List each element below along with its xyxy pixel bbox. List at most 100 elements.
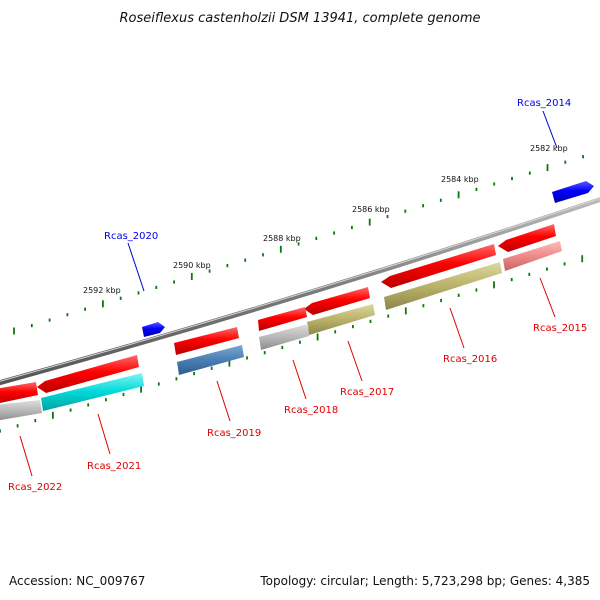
- leader-line: [19, 435, 33, 477]
- scale-minor-tick: [510, 278, 513, 282]
- scale-minor-tick: [387, 314, 390, 318]
- scale-major-tick: [13, 327, 15, 335]
- scale-major-tick: [140, 385, 142, 393]
- leader-line: [542, 110, 558, 149]
- scale-minor-tick: [404, 209, 407, 213]
- accession-text: Accession: NC_009767: [9, 574, 146, 588]
- scale-minor-tick: [137, 291, 140, 295]
- leader-line: [449, 307, 465, 349]
- tick-label: 2586 kbp: [352, 205, 390, 214]
- scale-minor-tick: [175, 377, 178, 381]
- scale-minor-tick: [528, 272, 531, 276]
- scale-minor-tick: [457, 293, 460, 297]
- tick-label: 2582 kbp: [530, 144, 568, 153]
- scale-minor-tick: [246, 356, 248, 360]
- gene-arrow-rcas-2014[interactable]: [552, 181, 594, 203]
- gene-arrow-rcas-2020[interactable]: [142, 322, 165, 337]
- scale-minor-tick: [297, 242, 300, 246]
- scale-minor-tick: [511, 176, 513, 181]
- scale-minor-tick: [351, 225, 353, 230]
- feature-band-steel: [177, 345, 244, 375]
- scale-minor-tick: [333, 231, 335, 235]
- map-title: Roseiflexus castenholzii DSM 13941, comp…: [120, 11, 481, 26]
- scale-minor-tick: [84, 307, 86, 311]
- feature-band-olive: [307, 304, 375, 335]
- scale-major-tick: [457, 191, 460, 199]
- outer-scale: [13, 155, 584, 335]
- leader-line: [216, 380, 231, 422]
- scale-major-tick: [546, 164, 549, 172]
- scale-minor-tick: [475, 288, 478, 292]
- feature-band-cyan: [41, 373, 144, 411]
- scale-minor-tick: [369, 319, 372, 323]
- gene-label-rcas-2015[interactable]: Rcas_2015: [533, 323, 587, 334]
- gene-arrow-rcas-2022[interactable]: [0, 382, 38, 404]
- scale-major-tick: [52, 411, 54, 419]
- scale-major-tick: [190, 273, 193, 280]
- scale-minor-tick: [263, 351, 266, 355]
- scale-minor-tick: [48, 318, 51, 322]
- tick-label: 2590 kbp: [173, 261, 211, 270]
- scale-minor-tick: [564, 160, 567, 164]
- scale-minor-tick: [69, 408, 72, 412]
- tick-label: 2584 kbp: [441, 175, 479, 184]
- gene-arrow-rcas-2021[interactable]: [37, 355, 139, 393]
- scale-major-tick: [228, 359, 231, 367]
- gene-arrow-rcas-2019[interactable]: [174, 327, 239, 355]
- scale-minor-tick: [386, 215, 389, 219]
- leader-line: [347, 340, 363, 382]
- scale-major-tick: [102, 300, 104, 308]
- feature-band-grey: [0, 400, 42, 421]
- gene-label-rcas-2021[interactable]: Rcas_2021: [87, 461, 141, 472]
- tick-label: 2592 kbp: [83, 286, 121, 295]
- scale-minor-tick: [315, 236, 318, 240]
- scale-minor-tick: [226, 264, 229, 268]
- tick-label: 2588 kbp: [263, 234, 301, 243]
- leader-line: [127, 242, 145, 292]
- gene-label-rcas-2020[interactable]: Rcas_2020: [104, 231, 158, 242]
- gene-arrow-rcas-2015[interactable]: [498, 224, 556, 252]
- scale-minor-tick: [493, 182, 496, 186]
- scale-minor-tick: [155, 285, 158, 289]
- scale-minor-tick: [173, 280, 175, 284]
- scale-major-tick: [493, 281, 495, 289]
- scale-minor-tick: [30, 324, 33, 328]
- scale-minor-tick: [66, 313, 69, 317]
- scale-minor-tick: [475, 187, 478, 191]
- feature-band-pink: [503, 241, 562, 271]
- scale-minor-tick: [439, 198, 442, 202]
- scale-minor-tick: [122, 392, 125, 397]
- scale-minor-tick: [16, 424, 19, 428]
- scale-minor-tick: [244, 258, 247, 262]
- scale-minor-tick: [208, 269, 211, 273]
- scale-major-tick: [581, 255, 584, 263]
- gene-label-rcas-2022[interactable]: Rcas_2022: [8, 482, 62, 493]
- scale-major-tick: [368, 218, 371, 226]
- feature-band-grey: [259, 324, 309, 350]
- scale-minor-tick: [193, 372, 195, 376]
- scale-minor-tick: [422, 304, 425, 308]
- gene-arrow-rcas-2017[interactable]: [304, 287, 370, 315]
- scale-minor-tick: [352, 325, 354, 329]
- genome-backbone: [0, 197, 600, 386]
- scale-major-tick: [279, 245, 282, 253]
- gene-arrow-rcas-2018[interactable]: [258, 307, 307, 331]
- gene-label-rcas-2019[interactable]: Rcas_2019: [207, 428, 261, 439]
- scale-minor-tick: [563, 262, 566, 266]
- leader-line: [97, 413, 111, 455]
- gene-label-rcas-2017[interactable]: Rcas_2017: [340, 387, 394, 398]
- gene-label-rcas-2018[interactable]: Rcas_2018: [284, 405, 338, 416]
- scale-minor-tick: [281, 345, 284, 350]
- scale-minor-tick: [210, 366, 213, 370]
- scale-minor-tick: [528, 171, 531, 175]
- scale-major-tick: [404, 307, 407, 315]
- feature-band-olive: [384, 262, 502, 310]
- scale-minor-tick: [0, 429, 1, 433]
- scale-minor-tick: [334, 330, 337, 334]
- inner-scale: [0, 255, 584, 433]
- topology-summary: Topology: circular; Length: 5,723,298 bp…: [260, 574, 590, 588]
- gene-arrow-rcas-2016[interactable]: [381, 244, 496, 288]
- gene-label-rcas-2014[interactable]: Rcas_2014: [517, 98, 571, 109]
- gene-label-rcas-2016[interactable]: Rcas_2016: [443, 354, 497, 365]
